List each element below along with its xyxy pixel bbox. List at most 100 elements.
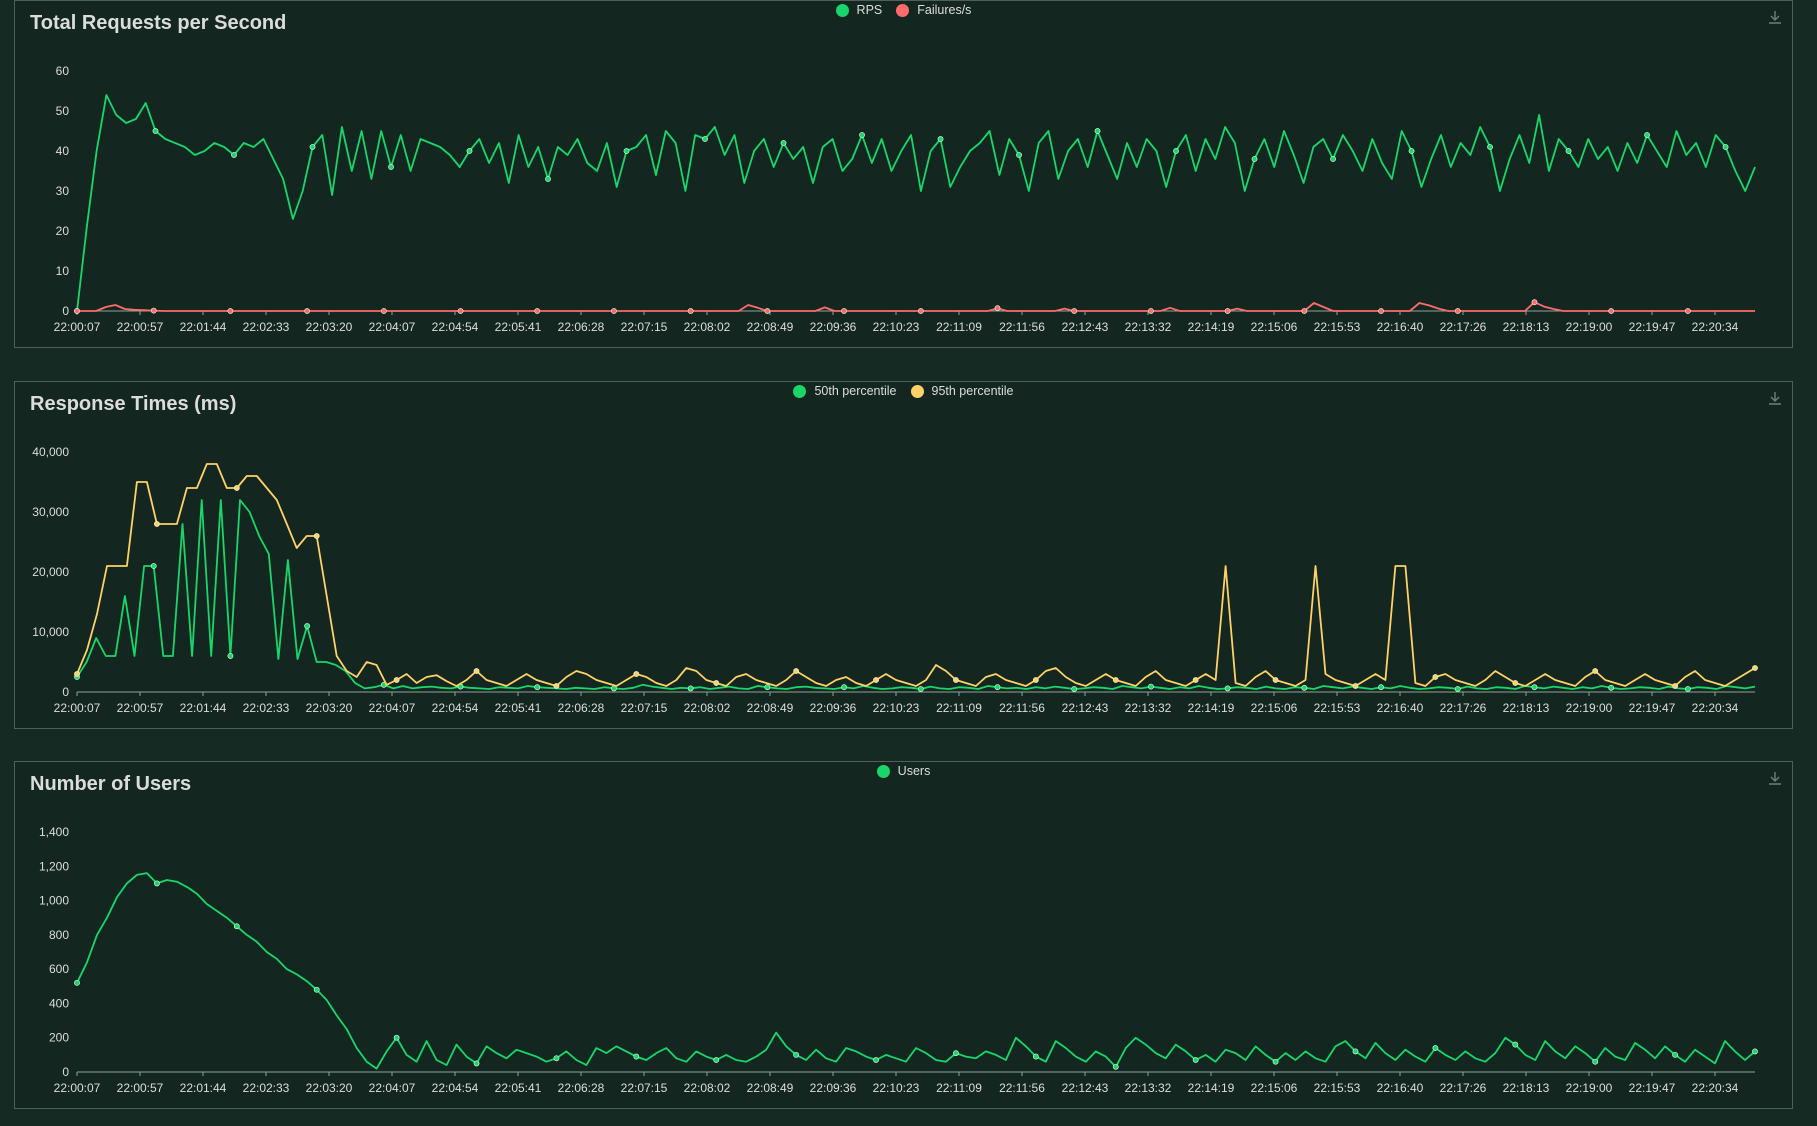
x-tick-label: 22:11:56 bbox=[999, 1081, 1045, 1095]
x-tick-label: 22:18:13 bbox=[1503, 320, 1550, 334]
data-point bbox=[1487, 144, 1493, 150]
x-tick-label: 22:03:20 bbox=[306, 1081, 353, 1095]
series-line-users bbox=[76, 872, 1756, 1070]
data-point bbox=[1112, 677, 1119, 683]
x-tick-label: 22:15:53 bbox=[1314, 1081, 1361, 1095]
users-chart-title: Number of Users bbox=[30, 773, 192, 795]
x-tick-label: 22:09:36 bbox=[810, 320, 857, 334]
data-point bbox=[150, 563, 157, 569]
x-tick-label: 22:13:32 bbox=[1125, 320, 1172, 334]
data-point bbox=[633, 1053, 640, 1060]
data-point bbox=[1192, 677, 1199, 683]
x-tick-label: 22:16:40 bbox=[1377, 1081, 1424, 1095]
rps-chart-panel: Total Requests per Second RPS Failures/s… bbox=[14, 0, 1793, 348]
data-point bbox=[713, 680, 720, 686]
data-point bbox=[841, 684, 847, 691]
data-point bbox=[1224, 308, 1231, 314]
data-point bbox=[1016, 152, 1022, 158]
data-point bbox=[611, 308, 617, 314]
x-tick-label: 22:06:28 bbox=[558, 320, 605, 334]
data-point bbox=[841, 308, 847, 314]
legend-item-failures[interactable]: Failures/s bbox=[896, 3, 971, 17]
y-tick-label: 1,000 bbox=[39, 894, 69, 908]
x-tick-label: 22:13:32 bbox=[1125, 701, 1172, 715]
data-point bbox=[1454, 686, 1461, 692]
data-point bbox=[994, 305, 1001, 312]
data-point bbox=[1432, 1045, 1439, 1051]
x-tick-label: 22:12:43 bbox=[1062, 1081, 1109, 1095]
x-tick-label: 22:17:26 bbox=[1440, 701, 1487, 715]
x-tick-label: 22:12:43 bbox=[1062, 320, 1109, 334]
y-tick-label: 200 bbox=[49, 1031, 69, 1045]
users-chart-legend: Users bbox=[15, 764, 1792, 778]
x-tick-label: 22:06:28 bbox=[558, 1081, 605, 1095]
y-tick-label: 1,400 bbox=[39, 825, 69, 839]
data-point bbox=[1752, 1048, 1758, 1055]
response-times-chart-plot: 0 10,000 20,000 30,000 40,000 22:00:07 22:00:5… bbox=[32, 445, 1758, 715]
data-point bbox=[313, 986, 320, 993]
download-icon[interactable] bbox=[1766, 390, 1784, 408]
data-point bbox=[1684, 686, 1691, 692]
users-chart-panel: Number of Users Users 0 200 400 600 800 1,000… bbox=[14, 761, 1793, 1109]
data-point bbox=[953, 1050, 959, 1057]
download-icon[interactable] bbox=[1766, 9, 1784, 27]
y-tick-label: 600 bbox=[49, 962, 69, 976]
data-point bbox=[1352, 1048, 1359, 1055]
data-point bbox=[937, 136, 944, 142]
series-line-failures-s bbox=[77, 301, 1755, 312]
data-point bbox=[1608, 308, 1615, 314]
data-point bbox=[1071, 308, 1078, 314]
x-tick-label: 22:00:07 bbox=[54, 1081, 101, 1095]
data-point bbox=[1752, 665, 1758, 671]
data-point bbox=[227, 653, 234, 659]
x-tick-label: 22:04:54 bbox=[432, 320, 479, 334]
data-point bbox=[1592, 668, 1599, 674]
data-point bbox=[687, 308, 694, 314]
y-tick-label: 1,200 bbox=[39, 859, 69, 873]
x-tick-label: 22:15:06 bbox=[1251, 701, 1298, 715]
x-tick-label: 22:04:54 bbox=[432, 1081, 479, 1095]
data-point bbox=[1592, 1058, 1599, 1065]
data-point bbox=[1644, 132, 1650, 138]
x-tick-label: 22:05:41 bbox=[495, 701, 542, 715]
y-tick-label: 20 bbox=[56, 224, 70, 238]
y-tick-label: 30 bbox=[56, 184, 70, 198]
legend-item-rps[interactable]: RPS bbox=[835, 3, 882, 17]
series-line-95th-percentile bbox=[76, 463, 1756, 687]
data-point bbox=[780, 140, 787, 146]
x-tick-label: 22:07:15 bbox=[621, 701, 668, 715]
download-icon[interactable] bbox=[1766, 770, 1784, 788]
data-point bbox=[227, 308, 234, 314]
y-tick-label: 10,000 bbox=[32, 625, 69, 639]
data-point bbox=[687, 685, 694, 692]
series-line-50th-percentile bbox=[76, 499, 1756, 690]
data-point bbox=[553, 1055, 560, 1062]
legend-item-p50[interactable]: 50th percentile bbox=[793, 384, 897, 398]
data-point bbox=[623, 148, 630, 154]
x-tick-label: 22:08:02 bbox=[684, 701, 731, 715]
data-point bbox=[1684, 308, 1691, 314]
legend-dot-rps bbox=[835, 3, 849, 17]
x-tick-label: 22:09:36 bbox=[810, 701, 857, 715]
data-point bbox=[1251, 156, 1258, 162]
x-tick-label: 22:19:00 bbox=[1566, 1081, 1613, 1095]
legend-item-users[interactable]: Users bbox=[876, 764, 931, 778]
x-tick-label: 22:19:00 bbox=[1566, 320, 1613, 334]
data-point bbox=[473, 1060, 480, 1067]
legend-label-users: Users bbox=[897, 764, 931, 778]
x-tick-label: 22:08:49 bbox=[747, 1081, 794, 1095]
y-tick-label: 30,000 bbox=[32, 505, 69, 519]
legend-label-p95: 95th percentile bbox=[931, 384, 1014, 398]
rps-chart-plot: 0 10 20 30 40 50 60 22:00:07 22:00:57 22:01:44 22:… bbox=[54, 64, 1756, 334]
x-tick-label: 22:15:06 bbox=[1251, 1081, 1298, 1095]
x-tick-label: 22:05:41 bbox=[495, 320, 542, 334]
x-tick-label: 22:11:56 bbox=[999, 320, 1045, 334]
y-tick-label: 0 bbox=[62, 1065, 69, 1079]
x-tick-label: 22:15:53 bbox=[1314, 320, 1361, 334]
legend-item-p95[interactable]: 95th percentile bbox=[910, 384, 1014, 398]
x-tick-label: 22:20:34 bbox=[1692, 701, 1739, 715]
x-tick-label: 22:00:57 bbox=[117, 701, 164, 715]
data-point bbox=[1032, 677, 1039, 683]
x-tick-label: 22:19:47 bbox=[1629, 320, 1676, 334]
data-point bbox=[473, 668, 480, 674]
